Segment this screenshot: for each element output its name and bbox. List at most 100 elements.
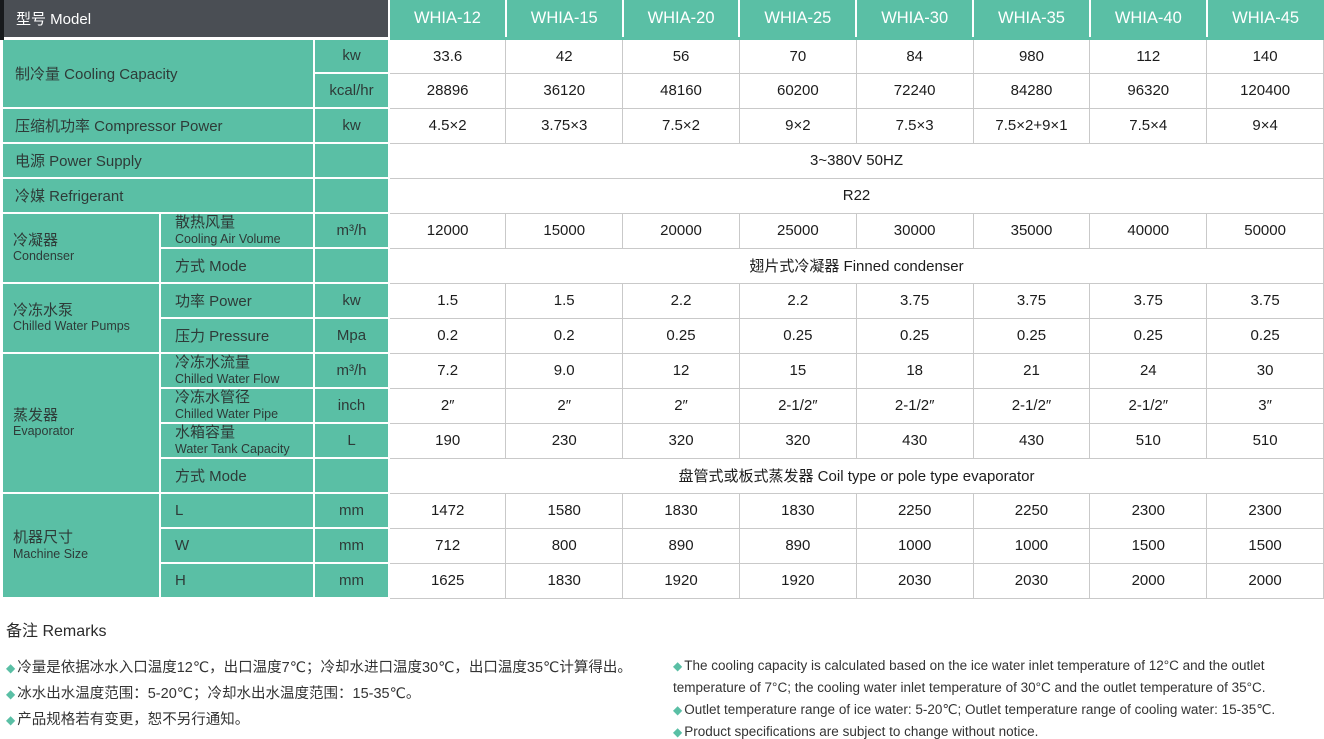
remark-item: ◆ Product specifications are subject to c…: [673, 721, 1318, 739]
value-cell: 9.0: [505, 352, 624, 389]
unit-cell: L: [313, 422, 390, 459]
value-cell: 42: [505, 37, 624, 74]
height-label: H: [159, 562, 315, 599]
group-label-en: Condenser: [13, 249, 75, 264]
value-cell: 2-1/2″: [1089, 387, 1208, 424]
refrigerant-value: R22: [388, 177, 1324, 214]
remark-item: ◆ 产品规格若有变更，恕不另行通知。: [6, 707, 651, 733]
sub-label-en: Water Tank Capacity: [175, 441, 290, 456]
value-cell: 2000: [1206, 562, 1324, 599]
value-cell: 7.5×2: [622, 107, 740, 144]
value-cell: 0.2: [388, 317, 507, 354]
value-cell: 3.75: [1089, 282, 1208, 319]
value-cell: 2″: [622, 387, 740, 424]
evaporator-group-label: 蒸发器 Evaporator: [1, 352, 161, 494]
value-cell: 1920: [738, 562, 857, 599]
value-cell: 15000: [505, 212, 624, 249]
value-cell: 2300: [1206, 492, 1324, 529]
model-header-cell: WHIA-40: [1088, 0, 1207, 40]
remark-item: ◆ 冷量是依据冰水入口温度12℃，出口温度7℃；冷却水进口温度30℃，出口温度35…: [6, 655, 651, 681]
model-header-cell: WHIA-45: [1205, 0, 1324, 40]
value-cell: 84280: [972, 72, 1091, 109]
value-cell: 230: [505, 422, 624, 459]
remark-item: ◆ Outlet temperature range of ice water: …: [673, 699, 1318, 721]
value-cell: 2000: [1089, 562, 1208, 599]
remark-text: The cooling capacity is calculated based…: [673, 658, 1266, 695]
water-tank-capacity-label: 水箱容量 Water Tank Capacity: [159, 422, 315, 459]
remarks-title: 备注 Remarks: [6, 623, 107, 640]
model-header-cell: WHIA-15: [504, 0, 623, 40]
value-cell: 2300: [1089, 492, 1208, 529]
diamond-bullet-icon: ◆: [673, 659, 683, 673]
value-cell: 20000: [622, 212, 740, 249]
value-cell: 48160: [622, 72, 740, 109]
value-cell: 1625: [388, 562, 507, 599]
unit-cell: kcal/hr: [313, 72, 390, 109]
sub-label-zh: 冷冻水管径: [175, 389, 251, 407]
value-cell: 140: [1206, 37, 1324, 74]
sub-label-zh: 水箱容量: [175, 424, 236, 442]
remark-text: 冷量是依据冰水入口温度12℃，出口温度7℃；冷却水进口温度30℃，出口温度35℃…: [17, 660, 632, 676]
value-cell: 7.2: [388, 352, 507, 389]
remarks-chinese: ◆ 冷量是依据冰水入口温度12℃，出口温度7℃；冷却水进口温度30℃，出口温度35…: [6, 655, 651, 733]
header-row: 型号 Model WHIA-12 WHIA-15 WHIA-20 WHIA-25…: [0, 0, 1324, 40]
value-cell: 60200: [738, 72, 857, 109]
corner-model-label: 型号 Model: [0, 0, 389, 40]
value-cell: 430: [972, 422, 1091, 459]
remark-text: 产品规格若有变更，恕不另行通知。: [17, 712, 250, 728]
remarks-columns: ◆ 冷量是依据冰水入口温度12℃，出口温度7℃；冷却水进口温度30℃，出口温度35…: [6, 655, 1318, 739]
value-cell: 3.75: [1206, 282, 1324, 319]
value-cell: 1500: [1089, 527, 1208, 564]
row-cooling-capacity-kcal: kcal/hr 28896 36120 48160 60200 72240 84…: [2, 72, 1324, 109]
refrigerant-label: 冷媒 Refrigerant: [1, 177, 315, 214]
value-cell: 18: [855, 352, 974, 389]
value-cell: 28896: [388, 72, 507, 109]
value-cell: 320: [622, 422, 740, 459]
sub-label-en: Chilled Water Pipe: [175, 406, 279, 421]
value-cell: 2250: [972, 492, 1091, 529]
unit-cell: m³/h: [313, 352, 390, 389]
unit-cell-empty: [313, 457, 390, 494]
model-header-cell: WHIA-25: [738, 0, 857, 40]
row-machine-size-l: 机器尺寸 Machine Size L mm 1472 1580 1830 18…: [1, 492, 1324, 599]
unit-cell: inch: [313, 387, 390, 424]
value-cell: 40000: [1089, 212, 1208, 249]
value-cell: 190: [388, 422, 507, 459]
value-cell: 4.5×2: [388, 107, 507, 144]
value-cell: 36120: [505, 72, 624, 109]
value-cell: 2-1/2″: [738, 387, 857, 424]
width-label: W: [159, 527, 315, 564]
sub-label-zh: 散热风量: [175, 214, 236, 232]
power-supply-label: 电源 Power Supply: [1, 142, 315, 179]
specification-table: 型号 Model WHIA-12 WHIA-15 WHIA-20 WHIA-25…: [0, 0, 1324, 599]
sub-label-zh: 冷冻水流量: [175, 354, 251, 372]
row-machine-size-w: W mm 712 800 890 890 1000 1000 1500 1500: [2, 527, 1324, 564]
group-label-en: Chilled Water Pumps: [13, 319, 130, 334]
value-cell: 2030: [855, 562, 974, 599]
model-header-cell: WHIA-12: [388, 0, 506, 40]
remark-item: ◆ The cooling capacity is calculated base…: [673, 655, 1318, 699]
value-cell: 3.75: [855, 282, 974, 319]
row-pump-power: 冷冻水泵 Chilled Water Pumps 功率 Power kw 1.5…: [1, 282, 1324, 354]
value-cell: 35000: [972, 212, 1091, 249]
value-cell: 12000: [388, 212, 507, 249]
row-power-supply: 电源 Power Supply 3~380V 50HZ: [1, 142, 1324, 179]
unit-cell: kw: [313, 107, 390, 144]
value-cell: 9×2: [738, 107, 857, 144]
value-cell: 2″: [505, 387, 624, 424]
value-cell: 3.75: [972, 282, 1091, 319]
value-cell: 1830: [738, 492, 857, 529]
air-volume-label: 散热风量 Cooling Air Volume: [159, 212, 315, 249]
value-cell: 2″: [388, 387, 507, 424]
value-cell: 2.2: [622, 282, 740, 319]
unit-cell: mm: [313, 527, 390, 564]
sub-label-en: Chilled Water Flow: [175, 371, 280, 386]
diamond-bullet-icon: ◆: [6, 713, 16, 727]
value-cell: 21: [972, 352, 1091, 389]
value-cell: 0.25: [622, 317, 740, 354]
value-cell: 9×4: [1206, 107, 1324, 144]
value-cell: 510: [1089, 422, 1208, 459]
row-condenser-air-volume: 冷凝器 Condenser 散热风量 Cooling Air Volume m³…: [1, 212, 1324, 284]
value-cell: 1920: [622, 562, 740, 599]
group-label-en: Evaporator: [13, 424, 75, 439]
